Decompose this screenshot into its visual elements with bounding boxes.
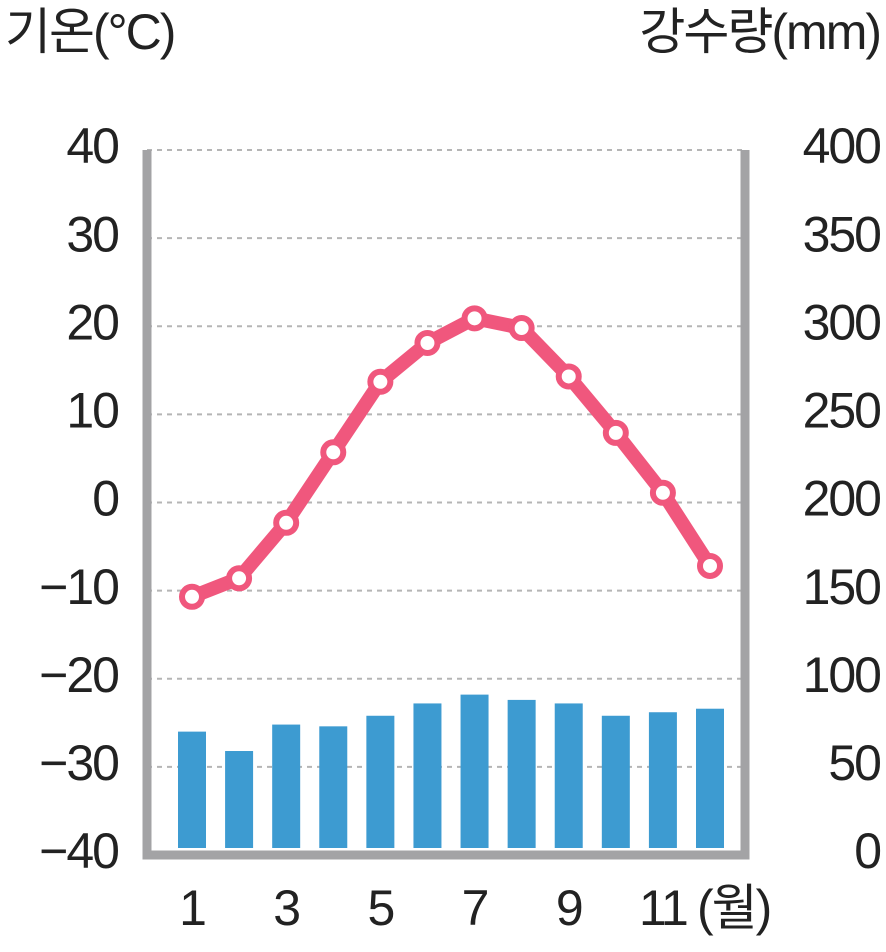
- bar: [272, 724, 301, 848]
- y-tick-label: 10: [66, 383, 118, 439]
- bar: [507, 699, 536, 848]
- y-tick-label: −10: [39, 559, 118, 615]
- y2-tick-label: 200: [803, 471, 881, 527]
- y2-axis-title: 강수량(mm): [639, 4, 880, 60]
- bar: [178, 731, 206, 848]
- x-tick-label: 11: [639, 880, 687, 936]
- point: [367, 368, 394, 395]
- axis-frame: [142, 150, 750, 860]
- x-tick-label: 9: [556, 880, 582, 936]
- bar: [413, 703, 442, 848]
- y2-tick-label: 100: [803, 647, 881, 703]
- point: [461, 305, 488, 332]
- x-tick-label: 3: [273, 880, 299, 936]
- x-tick-label: 1: [179, 880, 205, 936]
- bar: [225, 751, 254, 848]
- point: [555, 363, 582, 390]
- point: [508, 315, 535, 342]
- x-tick-label: 7: [462, 880, 488, 936]
- y2-tick-label: 150: [803, 559, 881, 615]
- y-tick-label: −40: [39, 823, 118, 879]
- point: [602, 419, 629, 446]
- point: [697, 552, 723, 579]
- y2-tick-label: 50: [828, 735, 880, 791]
- point: [273, 509, 300, 536]
- y-tick-label: 40: [66, 118, 118, 174]
- bar: [319, 726, 348, 848]
- x-tick-label: 5: [367, 880, 393, 936]
- y-tick-label: −20: [39, 647, 118, 703]
- y-tick-label: 30: [66, 206, 118, 262]
- y-axis-title: 기온(°C): [5, 4, 174, 60]
- bar: [366, 715, 395, 848]
- temperature-line: [189, 311, 716, 604]
- bar: [601, 715, 630, 848]
- y2-tick-label: 250: [803, 383, 881, 439]
- point: [414, 329, 441, 356]
- point: [649, 479, 676, 506]
- y2-tick-label: 350: [803, 206, 881, 262]
- y2-tick-label: 300: [803, 294, 881, 350]
- x-axis-title: (월): [697, 880, 770, 936]
- bar: [648, 712, 677, 848]
- y2-tick-label: 0: [854, 823, 880, 879]
- bar: [696, 708, 724, 848]
- point: [226, 565, 253, 592]
- bar: [460, 694, 489, 848]
- point: [320, 439, 347, 466]
- y-tick-label: −30: [39, 735, 118, 791]
- y-tick-label: 0: [92, 471, 118, 527]
- point: [179, 583, 205, 610]
- y-tick-label: 20: [66, 294, 118, 350]
- bar: [554, 703, 583, 848]
- y2-tick-label: 400: [803, 118, 881, 174]
